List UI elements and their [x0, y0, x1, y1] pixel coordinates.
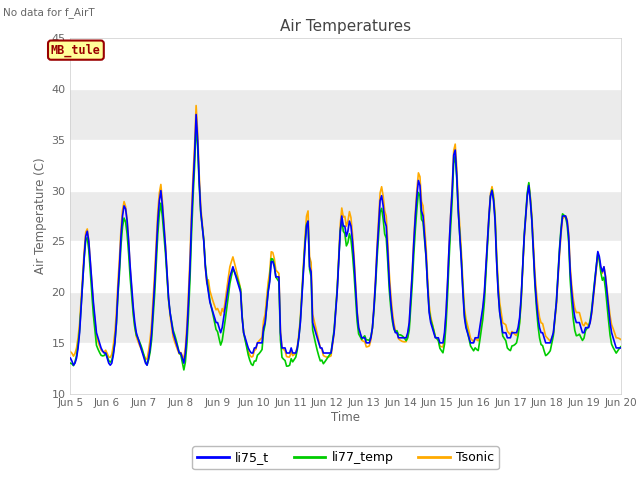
Bar [70, 89, 621, 140]
Title: Air Temperatures: Air Temperatures [280, 20, 411, 35]
Text: No data for f_AirT: No data for f_AirT [3, 7, 95, 18]
li75_t [234, 279, 241, 285]
Tsonic [310, 318, 318, 324]
Text: MB_tule: MB_tule [51, 44, 101, 57]
X-axis label: Time: Time [331, 411, 360, 424]
li77_temp [134, 335, 141, 341]
li77_temp [261, 322, 269, 327]
li75_t [261, 320, 269, 325]
li75_t [589, 294, 597, 300]
Legend: li75_t, li77_temp, Tsonic: li75_t, li77_temp, Tsonic [192, 446, 499, 469]
li77_temp [589, 291, 597, 297]
Tsonic [617, 336, 625, 342]
Tsonic [67, 349, 74, 355]
Line: li75_t: li75_t [70, 115, 621, 365]
li77_temp [310, 334, 318, 340]
li75_t [192, 112, 200, 118]
Line: Tsonic: Tsonic [70, 106, 621, 359]
Tsonic [261, 312, 269, 317]
li75_t [617, 345, 625, 351]
li75_t [67, 355, 74, 361]
Tsonic [134, 338, 141, 344]
Tsonic [252, 347, 260, 352]
li77_temp [180, 367, 188, 373]
Tsonic [192, 103, 200, 108]
Bar [70, 292, 621, 343]
li75_t [70, 362, 77, 368]
li77_temp [67, 360, 74, 366]
li77_temp [192, 121, 200, 127]
li77_temp [252, 358, 260, 364]
Tsonic [589, 297, 597, 303]
li75_t [136, 340, 143, 346]
li75_t [310, 325, 318, 331]
li77_temp [617, 344, 625, 349]
Line: li77_temp: li77_temp [70, 124, 621, 370]
Bar [70, 191, 621, 241]
Tsonic [143, 356, 151, 362]
Y-axis label: Air Temperature (C): Air Temperature (C) [35, 158, 47, 274]
Tsonic [234, 273, 241, 278]
li77_temp [234, 276, 241, 282]
li75_t [252, 345, 260, 351]
